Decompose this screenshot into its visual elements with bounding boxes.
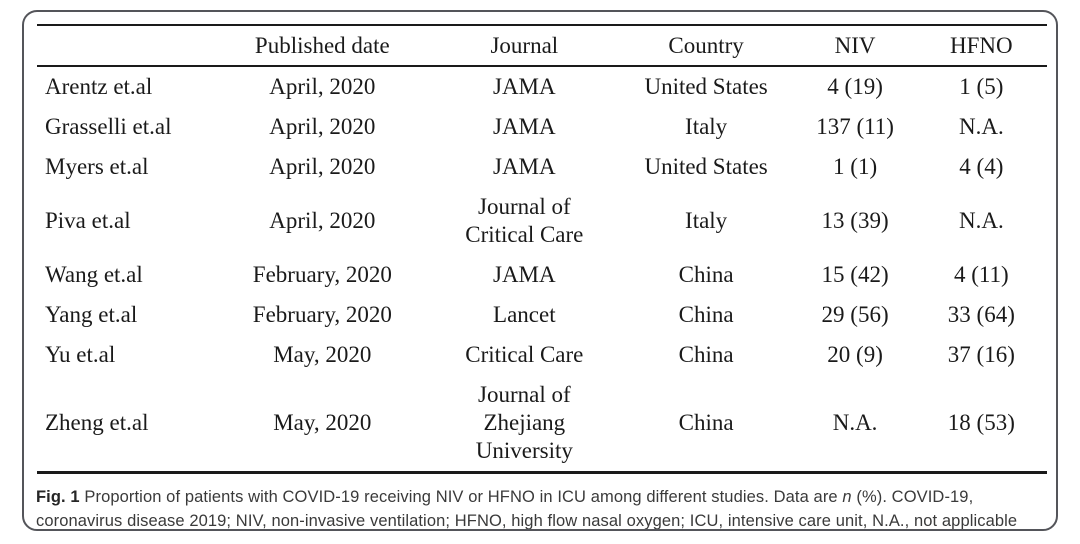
- cell-country: Italy: [685, 114, 728, 139]
- table-row: Arentz et.al April, 2020 JAMA United Sta…: [37, 66, 1047, 107]
- cell-date: February, 2020: [252, 302, 392, 327]
- cell-journal: JAMA: [493, 154, 556, 179]
- cell-study: Grasselli et.al: [45, 114, 172, 139]
- cell-hfno: N.A.: [958, 208, 1004, 233]
- cell-hfno: 33 (64): [947, 302, 1015, 327]
- cell-hfno: 37 (16): [947, 342, 1015, 367]
- cell-study: Zheng et.al: [45, 410, 149, 435]
- cell-hfno: 1 (5): [959, 74, 1004, 99]
- cell-country: China: [678, 342, 734, 367]
- column-header-study: [37, 25, 214, 67]
- cell-niv: 1 (1): [833, 154, 878, 179]
- cell-study: Arentz et.al: [45, 74, 153, 99]
- cell-study: Wang et.al: [45, 262, 143, 287]
- table-row: Wang et.al February, 2020 JAMA China 15 …: [37, 255, 1047, 295]
- studies-table: Published date Journal Country NIV HFNO …: [37, 24, 1047, 474]
- studies-table-container: Published date Journal Country NIV HFNO …: [37, 24, 1047, 474]
- cell-date: April, 2020: [269, 114, 376, 139]
- cell-hfno: 18 (53): [947, 410, 1015, 435]
- cell-date: April, 2020: [269, 74, 376, 99]
- column-header-published-date: Published date: [213, 25, 431, 67]
- cell-study: Yang et.al: [45, 302, 138, 327]
- cell-date: February, 2020: [252, 262, 392, 287]
- table-row: Yang et.al February, 2020 Lancet China 2…: [37, 295, 1047, 335]
- cell-journal: Critical Care: [465, 342, 584, 367]
- cell-journal: Lancet: [493, 302, 556, 327]
- cell-hfno: N.A.: [958, 114, 1004, 139]
- cell-journal: JAMA: [493, 114, 556, 139]
- cell-date: April, 2020: [269, 208, 376, 233]
- cell-hfno: 4 (11): [953, 262, 1009, 287]
- figure-panel: Published date Journal Country NIV HFNO …: [22, 10, 1058, 531]
- cell-country: United States: [644, 154, 768, 179]
- cell-date: April, 2020: [269, 154, 376, 179]
- cell-journal: JAMA: [493, 262, 556, 287]
- table-header-row: Published date Journal Country NIV HFNO: [37, 25, 1047, 67]
- cell-niv: 29 (56): [821, 302, 889, 327]
- cell-journal: Journal of Zhejiang University: [475, 382, 573, 463]
- table-row: Grasselli et.al April, 2020 JAMA Italy 1…: [37, 107, 1047, 147]
- cell-niv: 20 (9): [827, 342, 883, 367]
- figure-caption-text-after: (%). COVID-19, coronavirus disease 2019;…: [36, 488, 1018, 530]
- cell-study: Piva et.al: [45, 208, 131, 233]
- cell-niv: 13 (39): [821, 208, 889, 233]
- cell-journal: Journal of Critical Care: [465, 194, 584, 247]
- cell-study: Myers et.al: [45, 154, 149, 179]
- cell-country: Italy: [685, 208, 728, 233]
- cell-country: China: [678, 302, 734, 327]
- cell-country: China: [678, 262, 734, 287]
- table-row: Yu et.al May, 2020 Critical Care China 2…: [37, 335, 1047, 375]
- cell-niv: N.A.: [832, 410, 878, 435]
- cell-study: Yu et.al: [45, 342, 116, 367]
- column-header-country: Country: [617, 25, 795, 67]
- table-row: Myers et.al April, 2020 JAMA United Stat…: [37, 147, 1047, 187]
- cell-date: May, 2020: [273, 410, 372, 435]
- cell-country: United States: [644, 74, 768, 99]
- table-row: Zheng et.al May, 2020 Journal of Zhejian…: [37, 375, 1047, 473]
- column-header-hfno: HFNO: [915, 25, 1047, 67]
- cell-country: China: [678, 410, 734, 435]
- cell-journal: JAMA: [493, 74, 556, 99]
- cell-niv: 4 (19): [827, 74, 883, 99]
- column-header-niv: NIV: [794, 25, 916, 67]
- column-header-journal: Journal: [430, 25, 618, 67]
- table-row: Piva et.al April, 2020 Journal of Critic…: [37, 187, 1047, 255]
- cell-niv: 137 (11): [816, 114, 894, 139]
- cell-niv: 15 (42): [821, 262, 889, 287]
- cell-date: May, 2020: [273, 342, 372, 367]
- cell-hfno: 4 (4): [959, 154, 1004, 179]
- figure-caption-italic-n: n: [842, 488, 852, 506]
- figure-caption: Fig. 1 Proportion of patients with COVID…: [36, 485, 1042, 530]
- figure-caption-text-before: Proportion of patients with COVID-19 rec…: [79, 488, 843, 506]
- figure-caption-label: Fig. 1: [36, 488, 80, 506]
